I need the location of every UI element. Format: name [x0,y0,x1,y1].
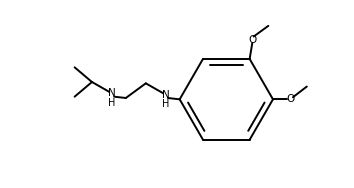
Text: O: O [248,35,256,45]
Text: O: O [286,94,295,104]
Text: H: H [108,98,116,108]
Text: N: N [108,89,116,99]
Text: H: H [162,99,170,109]
Text: N: N [162,90,170,100]
